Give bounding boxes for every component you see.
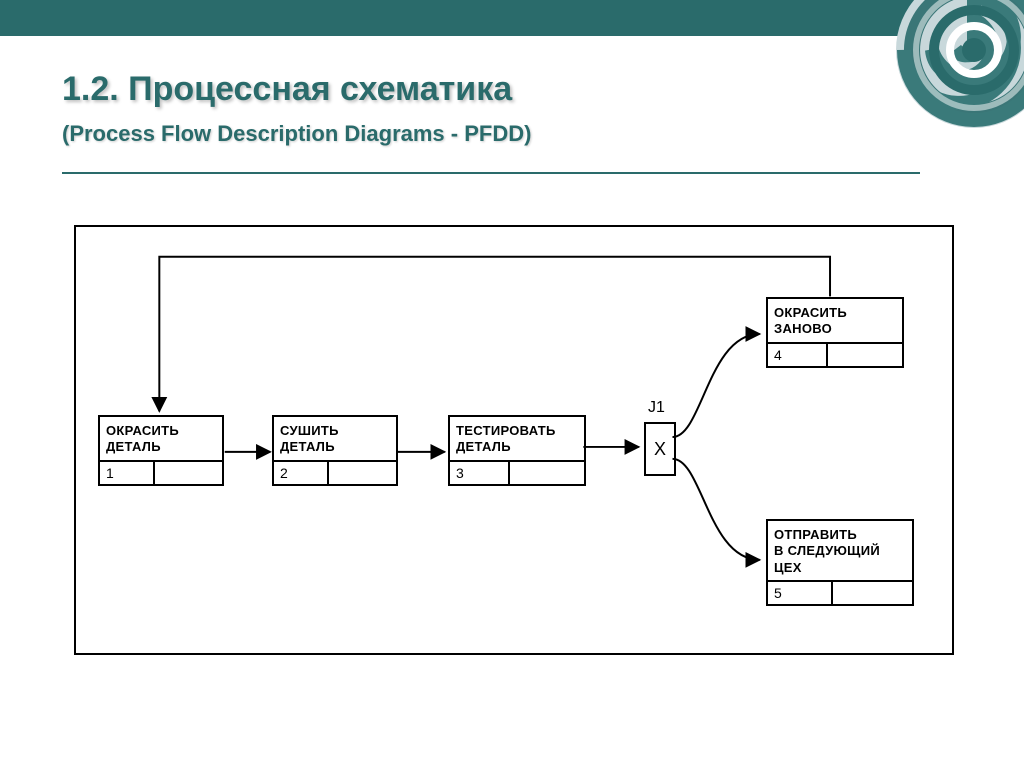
node-paint-part: ОКРАСИТЬДЕТАЛЬ 1 [98,415,224,486]
title-underline [62,172,920,174]
junction-label: J1 [648,399,665,417]
node-test-part: ТЕСТИРОВАТЬДЕТАЛЬ 3 [448,415,586,486]
node-label: ТЕСТИРОВАТЬДЕТАЛЬ [450,417,584,460]
junction-x: X [644,422,676,476]
edge-4-1 [159,257,830,412]
node-label: ОКРАСИТЬДЕТАЛЬ [100,417,222,460]
node-label: СУШИТЬДЕТАЛЬ [274,417,396,460]
node-id: 3 [450,462,510,484]
node-id: 1 [100,462,155,484]
node-repaint: ОКРАСИТЬЗАНОВО 4 [766,297,904,368]
top-bar [0,0,1024,36]
node-id: 2 [274,462,329,484]
diagram-frame: ОКРАСИТЬДЕТАЛЬ 1 СУШИТЬДЕТАЛЬ 2 ТЕСТИРОВ… [74,225,954,655]
edge-j-4 [673,334,760,437]
junction-symbol: X [654,439,666,460]
edge-j-5 [673,459,760,560]
main-title: 1.2. Процессная схематика [62,70,922,109]
spiral-logo [894,0,1024,130]
node-label: ОТПРАВИТЬВ СЛЕДУЮЩИЙЦЕХ [768,521,912,580]
node-dry-part: СУШИТЬДЕТАЛЬ 2 [272,415,398,486]
node-id: 5 [768,582,833,604]
node-send-next: ОТПРАВИТЬВ СЛЕДУЮЩИЙЦЕХ 5 [766,519,914,606]
node-id: 4 [768,344,828,366]
node-label: ОКРАСИТЬЗАНОВО [768,299,902,342]
subtitle: (Process Flow Description Diagrams - PFD… [62,121,922,147]
slide-title-block: 1.2. Процессная схематика (Process Flow … [62,70,922,147]
